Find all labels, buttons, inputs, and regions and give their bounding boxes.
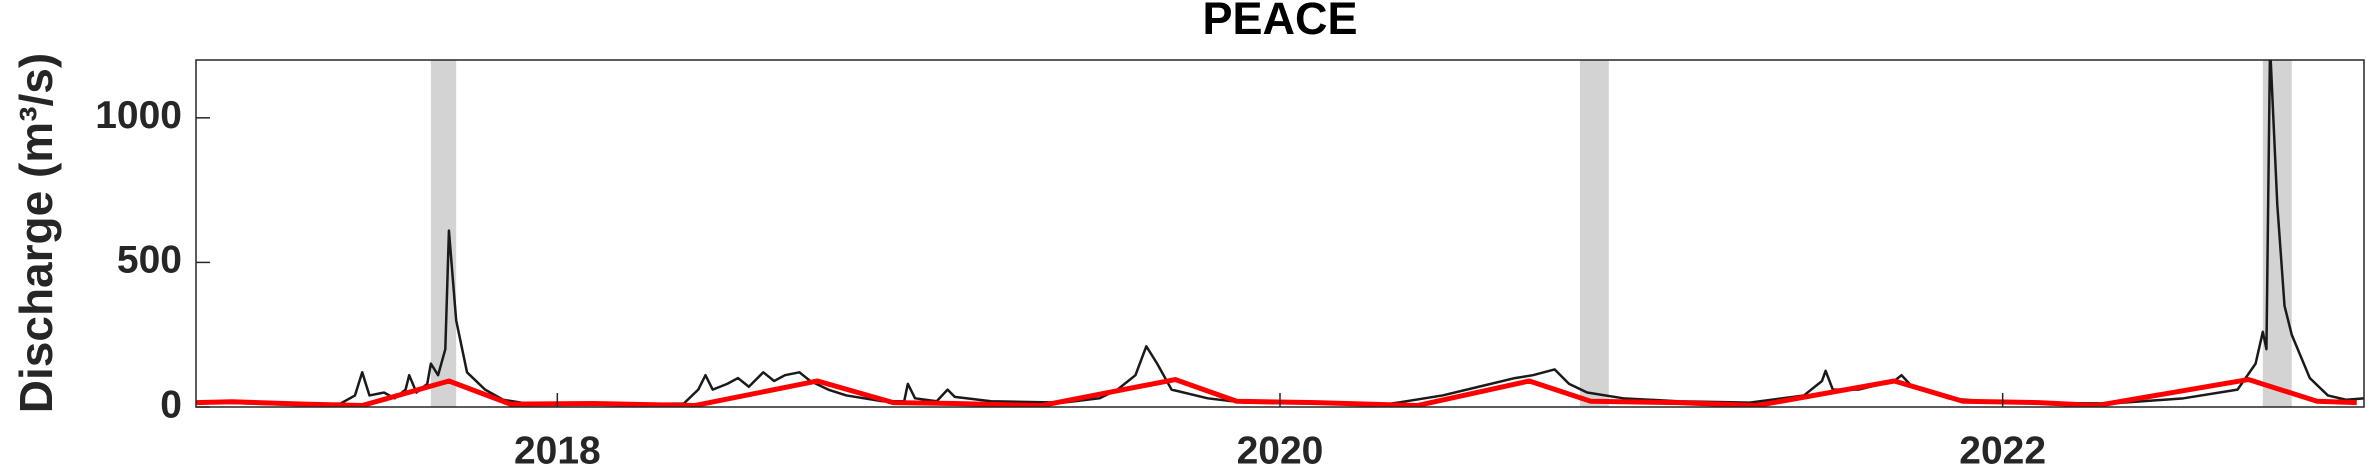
plot-area (196, 60, 2364, 407)
x-tick-label: 2020 (1237, 429, 1324, 471)
shaded-span (430, 60, 457, 407)
y-tick-label: 1000 (95, 94, 182, 137)
y-axis-label: Discharge (m³/s) (10, 53, 62, 413)
series-line (196, 60, 2364, 406)
series-line (196, 377, 2357, 407)
axes-box (195, 59, 2365, 408)
shaded-spans (430, 60, 2292, 407)
chart-title: PEACE (1202, 0, 1357, 44)
x-tick-label: 2022 (1959, 429, 2046, 471)
x-tick-label: 2018 (514, 429, 601, 471)
shaded-span (1579, 60, 1609, 407)
y-tick-label: 0 (160, 383, 182, 426)
y-tick-label: 500 (117, 239, 182, 282)
